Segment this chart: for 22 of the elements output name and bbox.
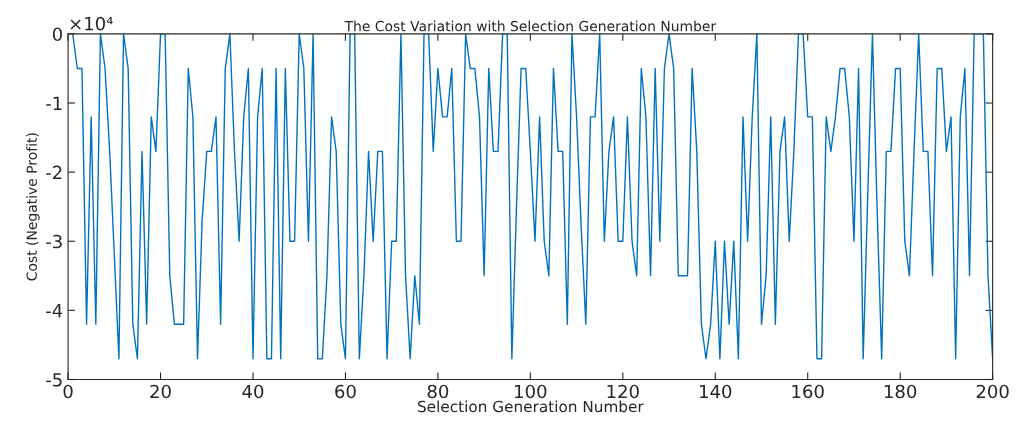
x-tick-label: 140 xyxy=(700,384,732,399)
x-tick-label: 60 xyxy=(335,384,356,399)
x-tick-label: 0 xyxy=(63,384,73,399)
x-tick-label: 20 xyxy=(150,384,171,399)
x-axis-title: Selection Generation Number xyxy=(418,400,644,413)
x-tick-label: 200 xyxy=(976,384,1009,399)
x-tick-label: 40 xyxy=(242,384,264,399)
x-tick-label: 120 xyxy=(607,384,639,399)
x-tick-label: 160 xyxy=(792,384,824,399)
y-tick-label: -3 xyxy=(46,234,62,249)
chart-title: The Cost Variation with Selection Generation Number xyxy=(344,20,717,32)
y-tick-label: 0 xyxy=(52,27,63,42)
y-tick-label: -4 xyxy=(46,304,63,318)
x-tick-label: 180 xyxy=(884,384,917,399)
y-tick-label: -1 xyxy=(46,96,62,110)
line-series xyxy=(71,33,993,360)
y-tick-label: -5 xyxy=(46,373,62,387)
x-tick-label: 100 xyxy=(515,384,547,399)
y-tick-label: -2 xyxy=(46,165,62,179)
y-axis-title: Cost (Negative Profit) xyxy=(26,133,40,281)
text: ×10⁴ xyxy=(70,16,113,31)
x-tick-label: 80 xyxy=(427,384,449,399)
